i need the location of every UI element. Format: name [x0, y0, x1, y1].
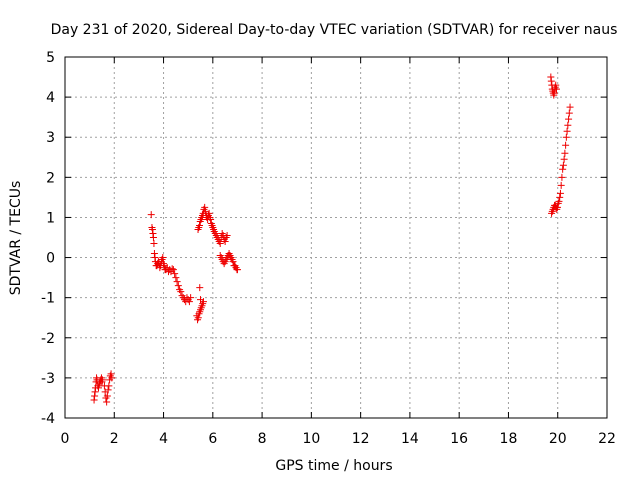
data-point	[168, 265, 176, 273]
data-point	[562, 133, 570, 141]
data-point	[233, 266, 241, 274]
data-point	[559, 161, 567, 169]
x-tick-label: 6	[208, 431, 217, 447]
data-point	[560, 155, 568, 163]
chart-title: Day 231 of 2020, Sidereal Day-to-day VTE…	[51, 22, 618, 38]
data-point	[172, 274, 180, 282]
data-point	[207, 215, 215, 223]
data-point	[201, 203, 209, 211]
data-point	[201, 207, 209, 215]
x-tick-label: 4	[159, 431, 168, 447]
x-tick-label: 8	[258, 431, 267, 447]
data-point	[556, 189, 564, 197]
data-point	[147, 211, 155, 219]
data-point	[563, 127, 571, 135]
x-tick-label: 0	[61, 431, 70, 447]
y-tick-label: 5	[46, 50, 55, 66]
data-point	[197, 296, 204, 304]
y-tick-label: 0	[46, 251, 55, 267]
data-point	[150, 240, 158, 248]
y-tick-label: -1	[41, 291, 55, 307]
data-point	[159, 254, 167, 262]
x-tick-label: 16	[450, 431, 468, 447]
plot-frame	[64, 56, 608, 419]
data-point	[555, 197, 563, 205]
x-tick-label: 12	[352, 431, 370, 447]
data-point	[174, 282, 182, 290]
y-tick-label: 2	[46, 170, 55, 186]
data-point	[171, 270, 179, 278]
data-point	[553, 203, 561, 211]
axis-ticks	[64, 56, 608, 419]
data-point	[552, 81, 560, 89]
x-tick-label: 14	[401, 431, 419, 447]
data-point	[169, 266, 177, 274]
y-axis-label: SDTVAR / TECUs	[8, 181, 24, 296]
y-tick-label: 1	[46, 210, 55, 226]
data-point	[108, 374, 116, 382]
data-point	[103, 392, 111, 400]
x-tick-label: 18	[500, 431, 518, 447]
data-point	[149, 234, 157, 241]
data-point	[552, 85, 560, 93]
data-points	[90, 73, 574, 406]
data-point	[194, 314, 202, 322]
data-point	[561, 149, 569, 157]
data-point	[564, 121, 572, 129]
data-point	[107, 370, 115, 378]
data-point	[558, 173, 566, 181]
y-tick-label: -3	[41, 371, 55, 387]
y-tick-label: -2	[41, 331, 55, 347]
x-tick-label: 22	[598, 431, 616, 447]
y-tick-labels: -4 -3 -2 -1 0 1 2 3 4 5	[41, 50, 55, 427]
data-point	[216, 240, 224, 248]
data-point	[98, 376, 106, 384]
data-point	[95, 384, 103, 392]
data-point	[177, 288, 185, 296]
data-point	[196, 221, 204, 229]
x-tick-labels: 0 2 4 6 8 10 12 14 16 18 20 22	[61, 431, 616, 447]
data-point	[556, 193, 564, 201]
data-point	[565, 109, 573, 117]
data-point	[196, 284, 204, 292]
data-point	[566, 103, 574, 111]
y-tick-label: -4	[41, 411, 55, 427]
data-point	[559, 165, 567, 173]
data-point	[221, 238, 229, 246]
data-point	[562, 141, 570, 149]
data-point	[104, 386, 112, 394]
data-point	[557, 181, 565, 189]
data-point	[103, 398, 111, 406]
grid	[65, 57, 607, 418]
data-point	[187, 294, 195, 302]
y-tick-label: 3	[46, 130, 55, 146]
x-tick-label: 10	[302, 431, 320, 447]
data-point	[105, 382, 113, 390]
data-point	[229, 258, 237, 266]
y-tick-label: 4	[46, 90, 55, 106]
x-axis-label: GPS time / hours	[275, 458, 392, 474]
x-tick-label: 2	[110, 431, 119, 447]
data-point	[205, 209, 213, 217]
data-point	[173, 278, 181, 286]
data-point	[185, 298, 193, 306]
x-tick-label: 20	[549, 431, 567, 447]
data-point	[565, 115, 573, 123]
data-point	[223, 231, 231, 239]
